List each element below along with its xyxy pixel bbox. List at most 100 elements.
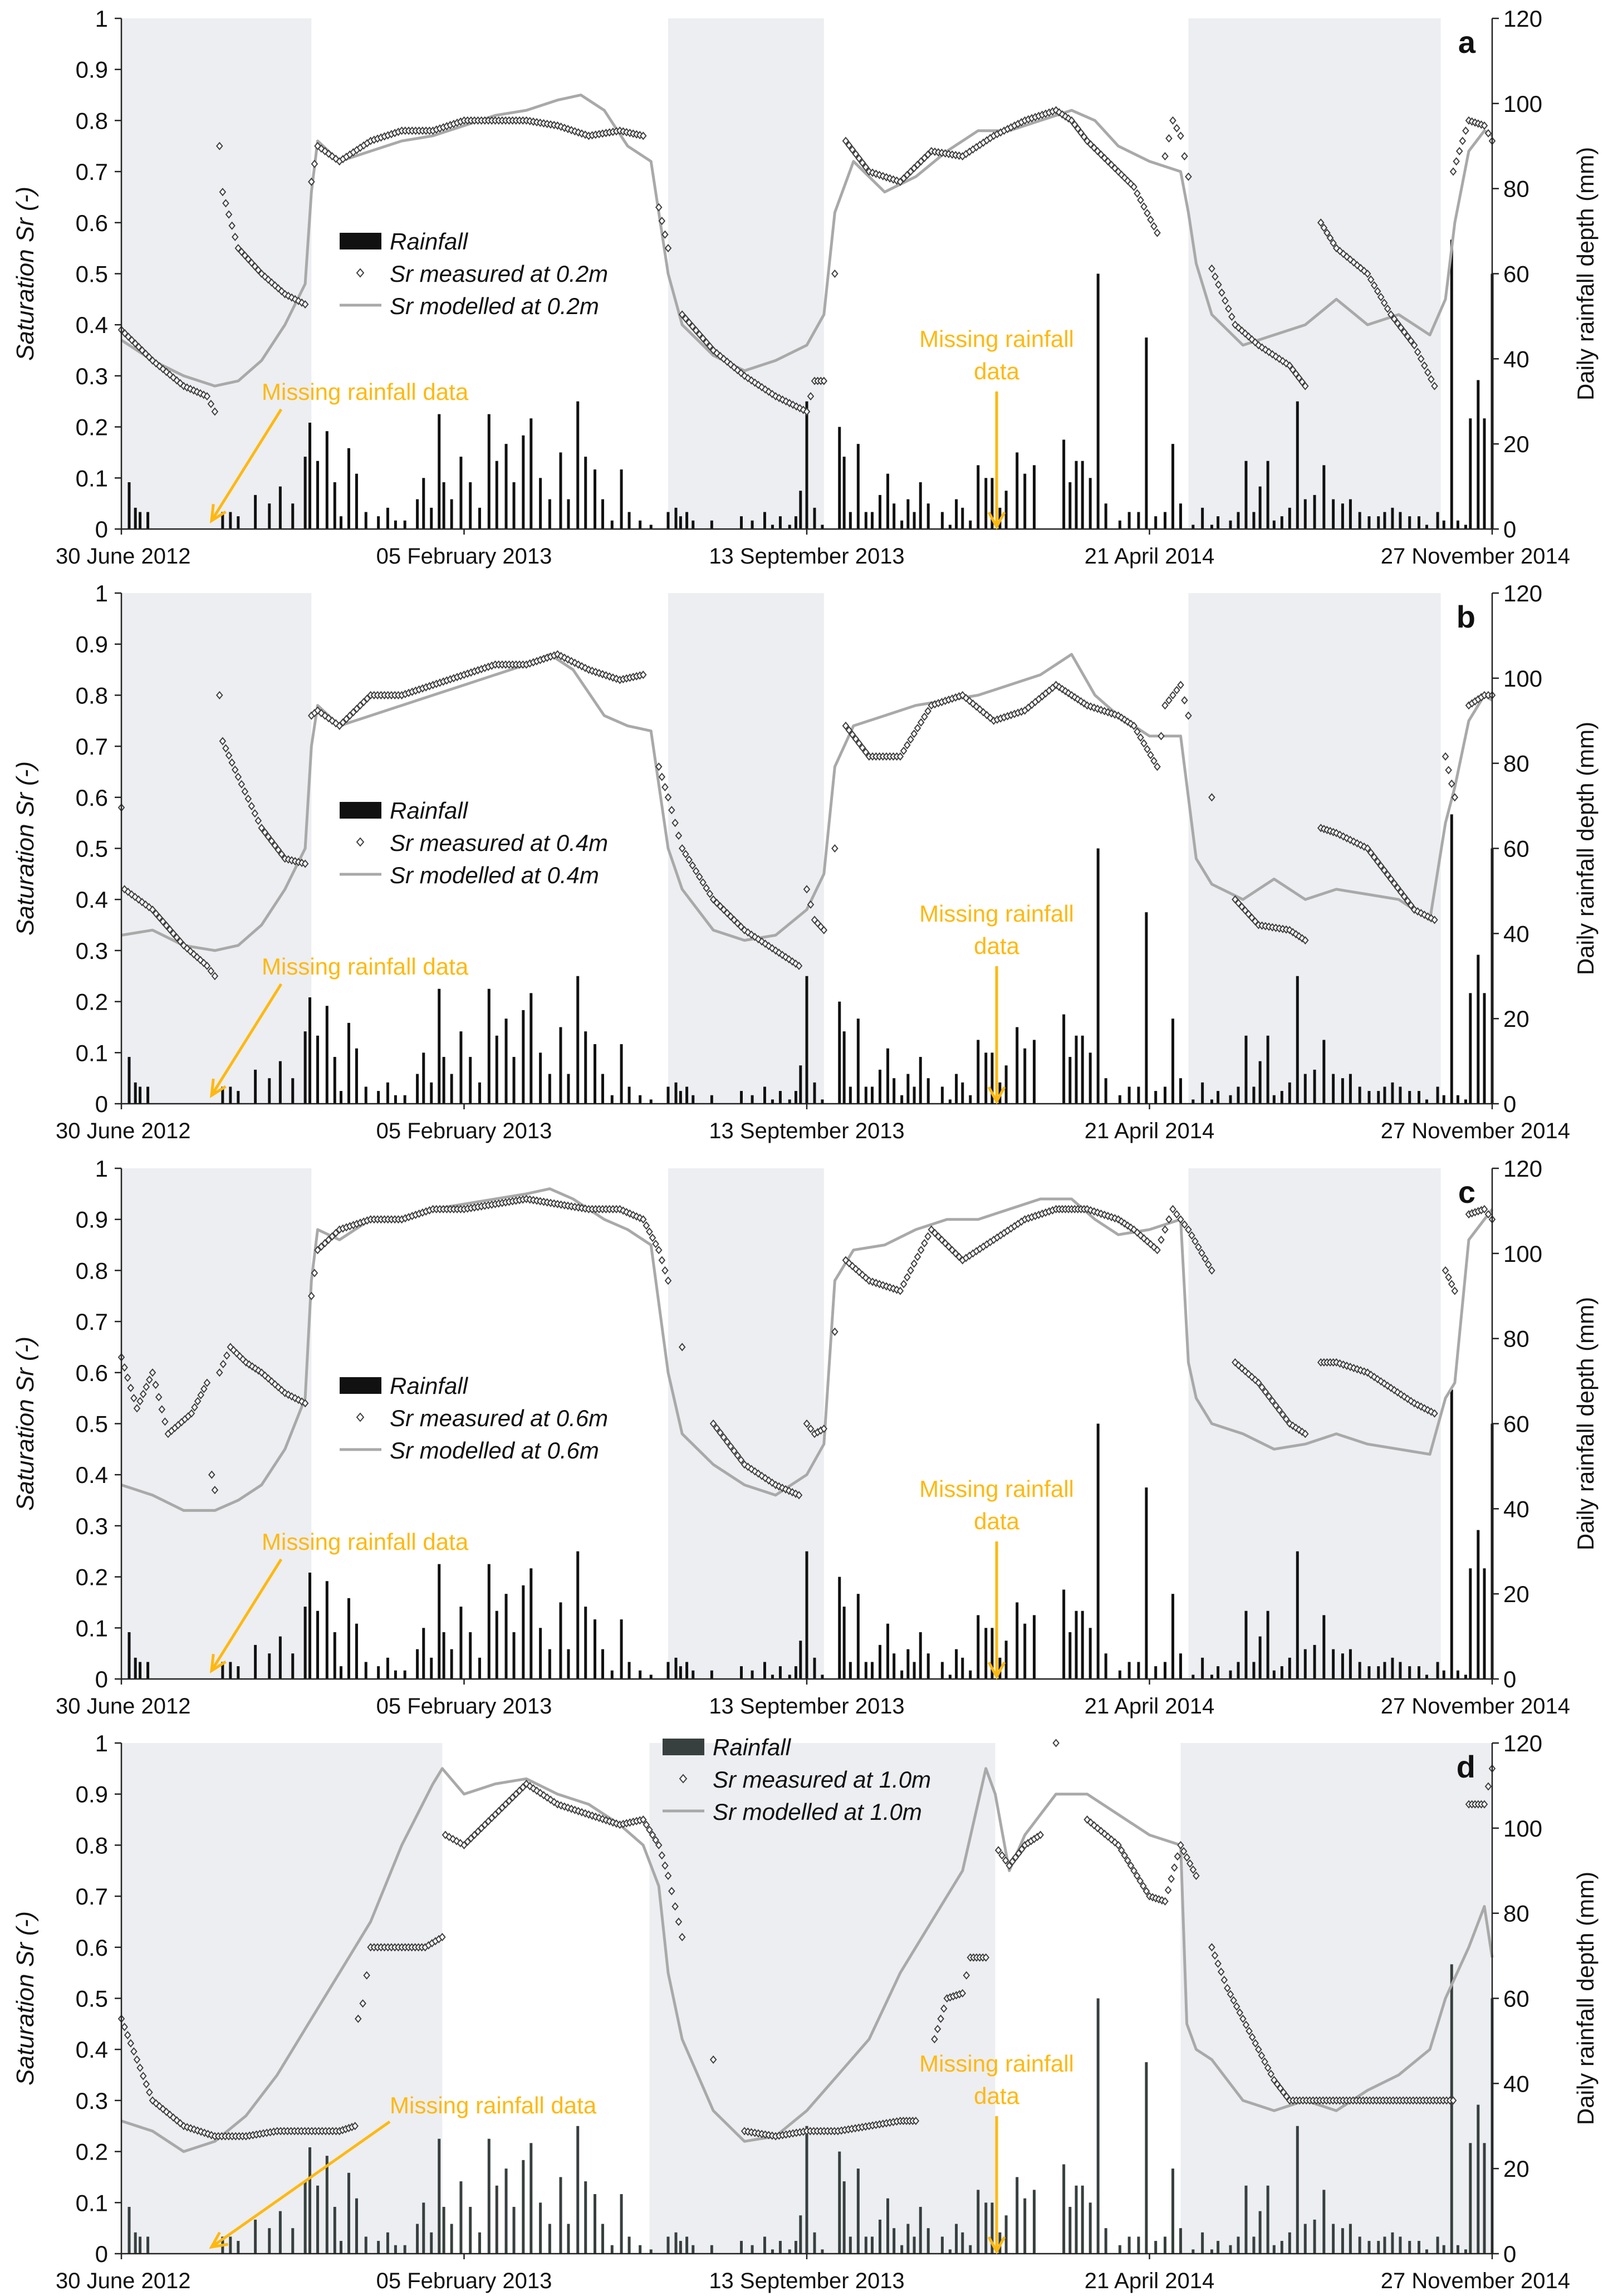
measured-point [940,2004,948,2013]
measured-point [1407,336,1415,345]
rainfall-bar [1137,1086,1140,1104]
rainfall-bar [478,2232,481,2254]
rainfall-bar [1418,2241,1421,2254]
measured-point [682,850,689,859]
rainfall-bar [1266,461,1269,529]
rainfall-bar [610,1095,614,1104]
rainfall-bar [1456,2245,1459,2254]
rainfall-bar [487,2138,491,2254]
y-axis-title-right: Daily rainfall depth (mm) [1572,722,1599,975]
measured-point [353,704,361,713]
measured-point [1208,1943,1215,1952]
measured-point [831,844,839,853]
measured-point [795,1491,803,1500]
rainfall-bar [778,1666,782,1679]
measured-point [1276,1406,1283,1414]
legend-measured-label: Sr measured at 0.4m [390,830,608,856]
measured-point [1431,381,1438,390]
y-tick-label-right: 100 [1503,1241,1542,1267]
measured-point [807,1424,815,1433]
rainfall-bar [539,1052,542,1104]
measured-point [803,885,811,894]
measured-point [1453,157,1460,166]
rainfall-bar [1456,1095,1459,1104]
measured-point [1286,926,1293,934]
measured-point [328,1232,336,1241]
rainfall-bar [1288,1657,1291,1679]
rainfall-bar [1456,520,1459,529]
measured-point [1252,917,1259,926]
measured-point [1258,1383,1266,1392]
measured-point [1071,693,1078,702]
rainfall-bar [268,1653,271,1679]
rainfall-bar [886,473,889,529]
y-tick-label-right: 80 [1503,176,1529,202]
rainfall-bar [1127,1086,1131,1104]
measured-point [1228,312,1235,321]
rainfall-bar [940,1086,944,1104]
rainfall-bar [1464,525,1467,529]
rainfall-bar [594,2194,597,2254]
measured-point [197,956,204,965]
measured-point [567,657,575,665]
y-tick-label-left: 0 [95,2241,108,2267]
rainfall-bar [1332,2224,1335,2254]
measured-point [268,278,276,287]
rainfall-bar [1399,1662,1402,1679]
measured-point [133,2055,141,2064]
y-tick-label-left: 0.7 [76,1309,108,1335]
rainfall-bar [495,1035,498,1104]
measured-point [163,2107,170,2116]
measured-point [1127,1861,1135,1870]
legend-modelled-label: Sr modelled at 1.0m [713,1799,922,1825]
measured-point [896,1286,904,1295]
measured-point [314,1246,321,1255]
rainfall-bar [377,2241,380,2254]
measured-point [1245,332,1252,341]
rainfall-bar [584,2181,587,2254]
rainfall-bar [1096,273,1100,529]
rainfall-bar [1016,1602,1019,1679]
measured-point [1480,1800,1488,1809]
x-tick-label: 27 November 2014 [1381,1119,1570,1143]
measured-point [460,1840,468,1849]
rainfall-bar [325,1006,328,1104]
y-axis-title-left: Saturation Sr (-) [12,1337,39,1511]
measured-point [1181,152,1188,161]
rainfall-bar [422,2202,425,2254]
rainfall-bar [1062,439,1066,529]
measured-point [1173,124,1180,133]
rainfall-bar [601,2224,604,2254]
rainfall-bar [1464,1675,1467,1679]
measured-point [998,1851,1006,1860]
rainfall-bar [567,1074,570,1104]
measured-point [1115,1840,1122,1849]
measured-point [664,244,672,253]
measured-point [727,1442,734,1451]
measured-point [231,765,239,774]
measured-point [937,2014,944,2023]
rainfall-bar [1004,1641,1008,1679]
measured-point [238,247,246,256]
measured-point [203,392,211,401]
y-tick-label-left: 0.2 [76,414,108,440]
measured-point [325,714,332,723]
rainfall-bar [1296,1551,1299,1679]
rainfall-bar [813,507,816,529]
rainfall-bar [849,512,852,529]
measured-point [1242,2020,1250,2029]
rainfall-bar [1163,1662,1166,1679]
rainfall-bar [984,478,988,529]
rainfall-bar [139,512,142,529]
measured-point [734,366,741,375]
measured-point [1192,1237,1199,1246]
y-tick-label-right: 20 [1503,431,1529,457]
y-axis-title-right: Daily rainfall depth (mm) [1572,1297,1599,1550]
measured-point [1283,2092,1291,2101]
rainfall-bar [1341,503,1344,529]
rainfall-bar [1266,2185,1269,2254]
measured-point [176,2119,184,2128]
rainfall-bar [548,1649,551,1679]
y-tick-label-right: 100 [1503,1815,1542,1842]
rainfall-bar [940,1662,944,1679]
